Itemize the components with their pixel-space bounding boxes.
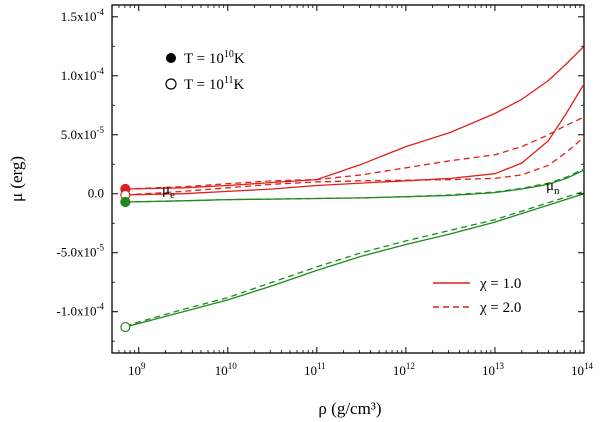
annotation-mu-e-sub: e [170, 189, 175, 201]
marker-group [120, 183, 131, 333]
legend-chi-2: χ = 2.0 [479, 300, 521, 316]
plot-area [111, 4, 585, 354]
y-axis-title: μ (erg) [7, 156, 26, 202]
annotation-mu-n-main: μ [546, 178, 554, 194]
x-axis-title: ρ (g/cm³) [318, 399, 381, 418]
legend-temperature: T = 1010K T = 1011K [165, 49, 245, 93]
legend-T-2-prefix: T = 10 [184, 77, 224, 93]
series-line-4 [125, 136, 585, 196]
series-marker-4 [120, 321, 131, 333]
legend-T-2-exp: 11 [224, 75, 234, 86]
y-tick-label: 0.0 [88, 186, 104, 201]
legend-chi: χ = 1.0 χ = 2.0 [433, 276, 521, 316]
legend-T-2-unit: K [234, 77, 245, 93]
x-tick-label: 1012 [393, 361, 415, 378]
series-line-3 [125, 116, 585, 190]
annotation-mu-n: μn [546, 178, 560, 197]
legend-T-1: T = 1010K [184, 49, 245, 67]
plot-frame [111, 4, 585, 354]
x-tick-label: 1010 [215, 361, 238, 378]
annotation-mu-n-sub: n [554, 185, 560, 197]
series-marker-3 [120, 196, 131, 208]
legend-marker-filled [166, 53, 176, 63]
x-tick-label: 109 [128, 361, 146, 378]
series-line-7 [125, 193, 585, 328]
series-line-1 [125, 45, 585, 190]
y-tick-label: 5.0x10-5 [61, 125, 105, 142]
legend-marker-open [165, 78, 177, 90]
series-line-8 [125, 190, 585, 327]
x-tick-label: 1011 [304, 361, 326, 378]
y-tick-label: 1.5x10-4 [61, 7, 105, 24]
tick-group: 109 1010 1011 1012 1013 10141.5x10-41.0x10-45… [56, 5, 594, 378]
legend-T-1-unit: K [234, 51, 245, 67]
legend-T-1-prefix: T = 10 [184, 51, 224, 67]
legend-chi-1: χ = 1.0 [479, 276, 521, 292]
y-tick-label: -1.0x10-4 [56, 302, 104, 319]
y-tick-label: 1.0x10-4 [61, 66, 105, 83]
legend-T-2: T = 1011K [184, 75, 245, 93]
x-tick-label: 1014 [571, 361, 594, 378]
series-line-6 [125, 168, 585, 203]
annotation-mu-e-main: μ [162, 182, 170, 198]
y-tick-label: -5.0x10-5 [56, 243, 104, 260]
x-tick-label: 1013 [482, 361, 505, 378]
series-group [125, 45, 585, 328]
annotation-mu-e: μe [162, 182, 175, 201]
legend-T-1-exp: 10 [224, 49, 234, 60]
